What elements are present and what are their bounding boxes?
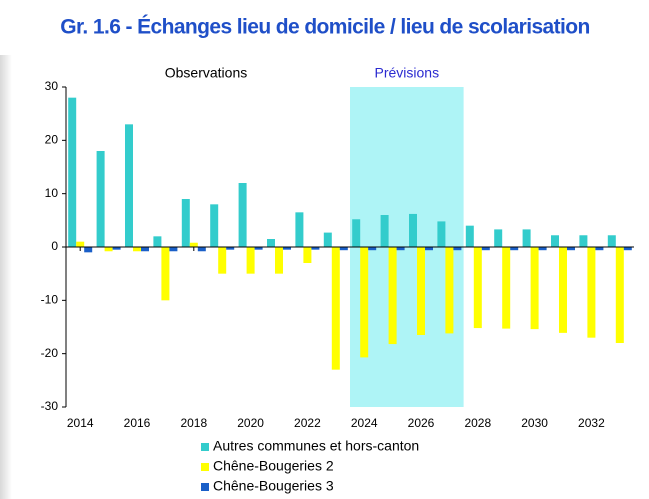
- bar: [218, 247, 227, 274]
- bar: [567, 247, 575, 251]
- x-tick-label: 2020: [237, 416, 264, 430]
- bar: [311, 247, 320, 250]
- y-tick-label: 30: [45, 79, 59, 93]
- bar: [437, 221, 446, 247]
- x-tick-label: 2022: [294, 416, 321, 430]
- bar: [417, 247, 425, 335]
- bar: [445, 247, 454, 334]
- bar: [76, 241, 85, 247]
- bar: [246, 247, 255, 274]
- x-tick-label: 2028: [464, 416, 491, 430]
- bar: [559, 247, 567, 333]
- bar: [409, 213, 417, 247]
- chart-title: Gr. 1.6 - Échanges lieu de domicile / li…: [60, 16, 589, 39]
- bar: [396, 247, 405, 251]
- bar: [425, 247, 433, 251]
- bar: [551, 235, 559, 247]
- legend-swatch: [201, 443, 209, 451]
- x-tick-label: 2032: [578, 416, 605, 430]
- bar: [303, 247, 312, 263]
- bar: [587, 247, 596, 338]
- bar: [84, 247, 93, 253]
- bar: [615, 247, 624, 343]
- legend-swatch: [201, 463, 209, 471]
- bar: [112, 247, 121, 250]
- bar: [595, 247, 604, 251]
- bar: [181, 199, 190, 247]
- bar: [623, 247, 632, 251]
- bar: [380, 215, 389, 247]
- bar: [197, 247, 206, 252]
- bar: [125, 124, 133, 247]
- bar: [226, 247, 235, 250]
- bar: [323, 232, 332, 247]
- bar: [238, 183, 247, 247]
- annotation: Observations: [165, 65, 247, 81]
- bar: [295, 212, 304, 247]
- y-tick-label: -20: [41, 346, 59, 360]
- bar: [141, 247, 149, 252]
- bar: [502, 247, 511, 329]
- legend-swatch: [201, 483, 209, 491]
- bar: [352, 219, 361, 247]
- bar: [275, 247, 283, 274]
- bar: [360, 247, 369, 358]
- x-tick-label: 2026: [408, 416, 435, 430]
- bar: [96, 151, 105, 247]
- bar: [510, 247, 519, 251]
- x-tick-label: 2018: [180, 416, 207, 430]
- x-tick-label: 2030: [521, 416, 548, 430]
- y-tick-label: 0: [51, 239, 58, 253]
- bar: [267, 239, 275, 247]
- bar: [189, 242, 198, 247]
- x-tick-label: 2024: [351, 416, 378, 430]
- bar: [283, 247, 291, 250]
- legend-label: Chêne-Bougeries 2: [213, 458, 334, 474]
- bar: [104, 247, 113, 252]
- bar: [68, 97, 77, 248]
- bar: [368, 247, 377, 251]
- bar: [453, 247, 462, 251]
- x-tick-label: 2016: [124, 416, 151, 430]
- y-tick-label: -30: [41, 399, 59, 413]
- bar: [538, 247, 547, 251]
- bar: [473, 247, 482, 329]
- y-tick-label: -10: [41, 293, 59, 307]
- bar: [530, 247, 539, 330]
- bar: [133, 247, 141, 252]
- bar: [161, 247, 170, 301]
- y-tick-label: 20: [45, 133, 59, 147]
- bar: [331, 247, 340, 370]
- y-tick-label: 10: [45, 186, 59, 200]
- annotation: Prévisions: [375, 65, 440, 81]
- edge-shadow: [0, 55, 12, 499]
- bar: [169, 247, 178, 252]
- bar: [388, 247, 397, 345]
- bar: [339, 247, 348, 251]
- bar: [210, 204, 219, 247]
- bar: [465, 225, 474, 247]
- legend-label: Autres communes et hors-canton: [213, 438, 419, 454]
- bar: [494, 229, 503, 247]
- bar: [153, 236, 162, 247]
- bar: [481, 247, 490, 251]
- bar: [254, 247, 263, 250]
- legend-label: Chêne-Bougeries 3: [213, 478, 334, 494]
- x-tick-label: 2014: [67, 416, 94, 430]
- bar: [579, 235, 588, 247]
- bar: [522, 229, 531, 247]
- bar: [607, 235, 616, 247]
